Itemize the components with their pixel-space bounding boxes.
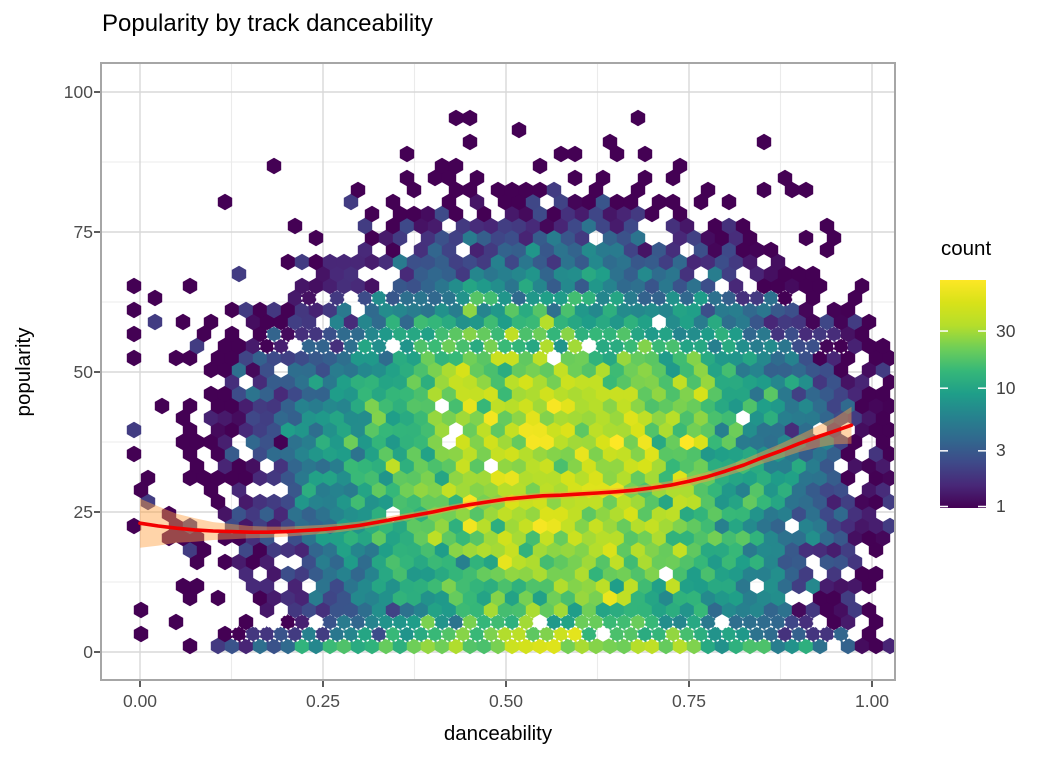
y-axis-title: popularity: [12, 327, 35, 417]
x-tick-label: 0.00: [122, 691, 158, 711]
y-tick-label: 0: [83, 642, 93, 662]
legend-title: count: [941, 237, 992, 260]
y-tick-label: 50: [73, 362, 93, 382]
legend-tick-label: 1: [996, 496, 1006, 516]
legend-tick-label: 10: [996, 378, 1016, 398]
x-tick-label: 0.25: [305, 691, 341, 711]
y-tick-label: 75: [73, 222, 93, 242]
x-tick-label: 0.75: [671, 691, 707, 711]
y-tick-label: 25: [73, 502, 93, 522]
legend-tick-label: 3: [996, 440, 1006, 460]
x-axis-title: danceability: [443, 722, 553, 745]
x-tick-label: 1.00: [854, 691, 890, 711]
y-tick-label: 100: [63, 82, 93, 102]
chart-title: Popularity by track danceability: [102, 10, 433, 37]
legend-tick-label: 30: [996, 321, 1016, 341]
x-tick-label: 0.50: [488, 691, 524, 711]
